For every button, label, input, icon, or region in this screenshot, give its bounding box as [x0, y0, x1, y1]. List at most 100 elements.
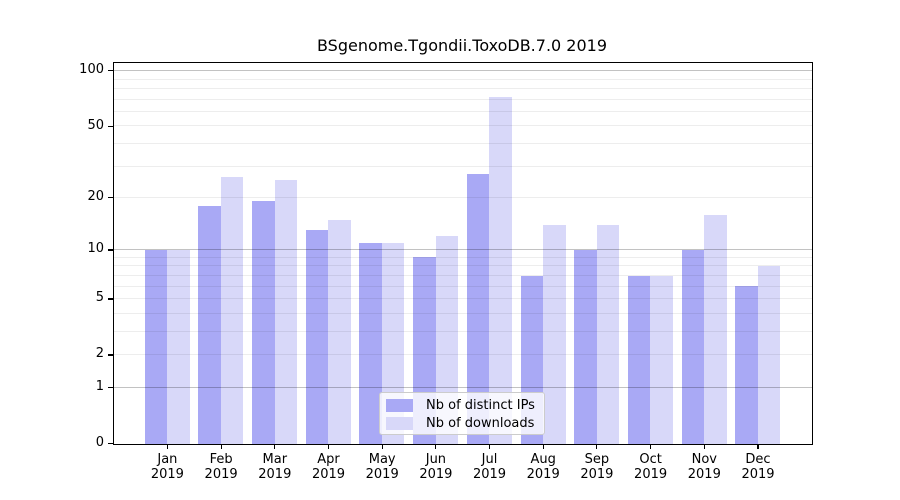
y-tick	[107, 298, 113, 300]
x-month-label: Dec	[745, 452, 771, 467]
bar-downloads	[650, 275, 673, 444]
x-month-label: Nov	[691, 452, 717, 467]
y-tick-label: 10	[87, 241, 104, 257]
gridline-minor	[113, 142, 812, 144]
x-tick	[166, 444, 168, 449]
x-month-label: Jan	[157, 452, 178, 467]
gridline-minor	[113, 98, 812, 100]
x-tick-label: Nov 2019	[674, 452, 734, 483]
x-tick	[596, 444, 598, 449]
gridline-minor	[113, 197, 812, 198]
bar-downloads	[704, 214, 727, 444]
legend-swatch-downloads-icon	[386, 417, 413, 430]
gridline-minor	[113, 165, 812, 167]
legend-item-downloads: Nb of downloads	[386, 415, 544, 432]
gridline-major	[113, 387, 812, 388]
bar-distinct-ips	[198, 205, 221, 444]
gridline-minor	[113, 87, 812, 89]
x-tick-label: Aug 2019	[513, 452, 573, 483]
x-year-label: 2019	[258, 466, 292, 482]
x-tick-label: Jan 2019	[137, 452, 197, 483]
y-tick-label: 100	[79, 62, 104, 78]
x-tick	[703, 444, 705, 449]
y-tick-label: 20	[87, 189, 104, 205]
x-month-label: Sep	[584, 452, 610, 467]
x-month-label: Jun	[425, 452, 447, 467]
bar-distinct-ips	[144, 249, 168, 444]
x-tick	[381, 444, 383, 449]
bar-downloads	[435, 236, 459, 444]
x-tick-label: Jun 2019	[406, 452, 466, 483]
x-tick-label: May 2019	[352, 452, 412, 483]
x-year-label: 2019	[419, 466, 453, 482]
gridline-minor	[113, 275, 812, 276]
x-month-label: Apr	[317, 452, 340, 467]
x-year-label: 2019	[204, 466, 238, 482]
y-tick	[107, 249, 113, 251]
y-tick	[107, 387, 113, 389]
legend-item-distinct-ips: Nb of distinct IPs	[386, 397, 544, 414]
gridline-minor	[113, 256, 812, 258]
x-month-label: Mar	[262, 452, 288, 467]
y-tick-label: 50	[87, 117, 104, 133]
x-tick-label: Feb 2019	[191, 452, 251, 483]
x-tick-label: Dec 2019	[728, 452, 788, 483]
chart-title: BSgenome.Tgondii.ToxoDB.7.0 2019	[316, 36, 608, 55]
x-tick-label: Oct 2019	[621, 452, 681, 483]
x-month-label: Jul	[481, 452, 498, 467]
x-month-label: Feb	[209, 452, 233, 467]
bar-downloads	[167, 249, 190, 444]
x-tick-label: Apr 2019	[299, 452, 359, 483]
gridline-minor	[113, 354, 812, 356]
gridline-minor	[113, 331, 812, 332]
legend: Nb of distinct IPs Nb of downloads	[379, 392, 545, 435]
y-tick	[107, 125, 113, 127]
x-tick	[435, 444, 437, 449]
legend-swatch-distinct-ips-icon	[386, 399, 413, 412]
x-tick	[542, 444, 544, 449]
x-year-label: 2019	[687, 466, 721, 482]
x-tick	[757, 444, 759, 449]
bar-distinct-ips	[681, 249, 705, 444]
gridline-minor	[113, 125, 812, 127]
bar-downloads	[596, 224, 620, 444]
bar-downloads	[274, 180, 298, 444]
gridline-major	[113, 249, 812, 251]
bar-distinct-ips	[627, 275, 651, 444]
x-year-label: 2019	[741, 466, 775, 482]
bar-downloads	[757, 265, 781, 444]
y-tick-label: 5	[95, 290, 104, 306]
x-month-label: May	[368, 452, 396, 467]
bar-distinct-ips	[359, 242, 382, 444]
x-year-label: 2019	[365, 466, 399, 482]
bar-distinct-ips	[574, 249, 597, 444]
bar-distinct-ips	[252, 201, 275, 444]
gridline-minor	[113, 285, 812, 287]
x-year-label: 2019	[580, 466, 614, 482]
bar-downloads	[543, 224, 566, 444]
x-year-label: 2019	[311, 466, 346, 482]
gridline-minor	[113, 78, 812, 80]
y-tick	[107, 354, 113, 356]
x-tick-label: Sep 2019	[567, 452, 627, 483]
legend-label-distinct-ips: Nb of distinct IPs	[426, 398, 535, 413]
x-tick	[650, 444, 652, 449]
y-tick-label: 0	[95, 435, 104, 451]
y-tick	[107, 70, 113, 72]
gridline-minor	[113, 110, 812, 112]
gridline-major	[113, 70, 812, 72]
bar-distinct-ips	[735, 286, 758, 444]
x-year-label: 2019	[526, 466, 560, 482]
x-tick-label: Jul 2019	[460, 452, 520, 483]
x-month-label: Aug	[530, 452, 556, 467]
gridline-minor	[113, 265, 812, 267]
y-tick-label: 1	[95, 379, 104, 395]
x-year-label: 2019	[634, 466, 668, 482]
gridline-minor	[113, 298, 812, 300]
legend-label-downloads: Nb of downloads	[426, 416, 535, 431]
bar-distinct-ips	[305, 230, 329, 444]
bar-downloads	[328, 219, 351, 444]
bar-downloads	[489, 96, 512, 444]
plot-area	[112, 61, 813, 445]
